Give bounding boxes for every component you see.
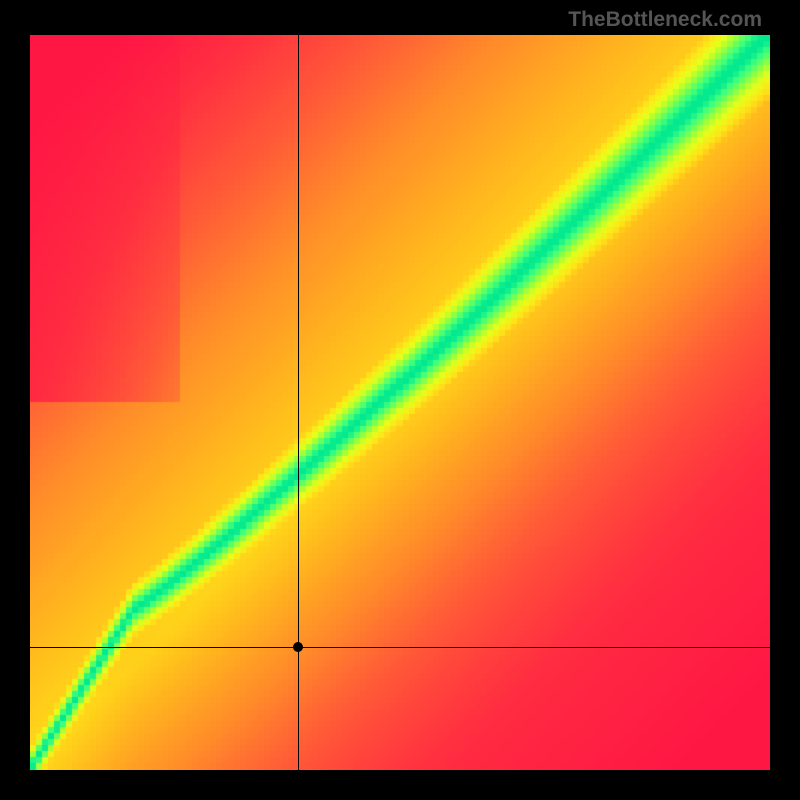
heatmap-canvas: [30, 35, 770, 770]
crosshair-horizontal: [30, 647, 770, 648]
crosshair-marker: [293, 642, 303, 652]
crosshair-vertical: [298, 35, 299, 770]
heatmap-plot-area: [30, 35, 770, 770]
watermark-text: TheBottleneck.com: [568, 8, 762, 32]
